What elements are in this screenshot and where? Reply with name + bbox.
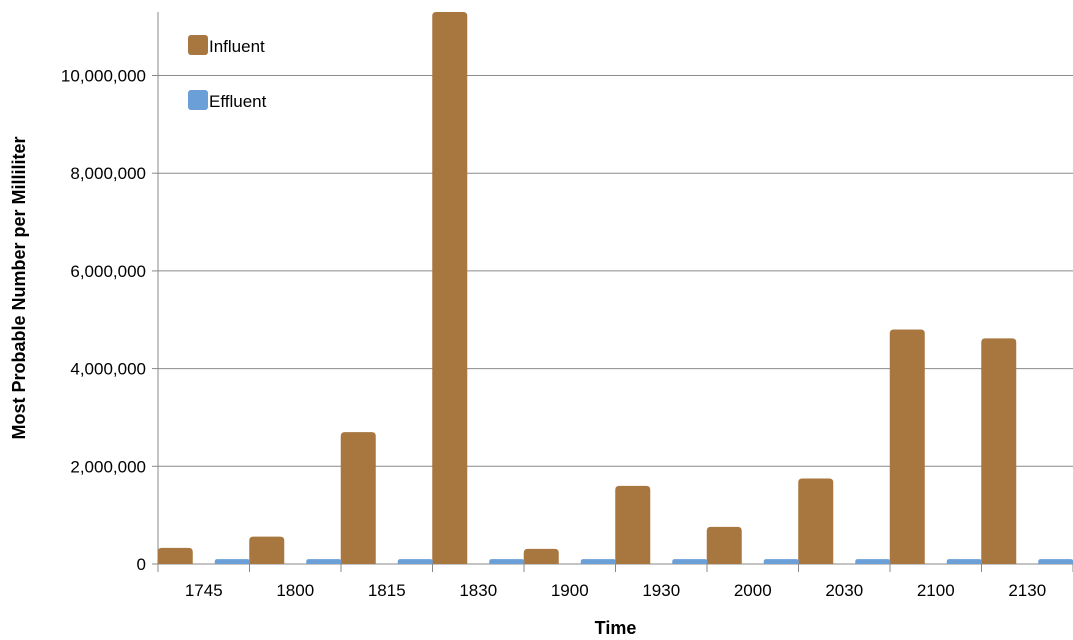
y-tick-label: 8,000,000 bbox=[70, 164, 146, 183]
y-tick-label: 0 bbox=[137, 555, 146, 574]
axes bbox=[157, 12, 1073, 565]
x-tick-label: 1830 bbox=[459, 581, 497, 600]
x-tick-label: 2000 bbox=[734, 581, 772, 600]
y-tick-label: 10,000,000 bbox=[61, 67, 146, 86]
bar-effluent-2130 bbox=[1038, 559, 1073, 564]
x-tick-label: 1815 bbox=[368, 581, 406, 600]
bar-effluent-2030 bbox=[855, 559, 891, 564]
bar-influent-2030 bbox=[798, 478, 834, 564]
bar-effluent-1930 bbox=[672, 559, 708, 564]
bars bbox=[157, 12, 1073, 564]
bar-influent-1900 bbox=[523, 548, 559, 564]
bar-influent-2130 bbox=[981, 338, 1017, 564]
x-tick-label: 1900 bbox=[551, 581, 589, 600]
x-axis-title: Time bbox=[595, 618, 637, 638]
legend-swatch-effluent bbox=[188, 90, 208, 110]
bar-effluent-1815 bbox=[397, 559, 433, 564]
y-tick-labels: 0 2,000,000 4,000,000 6,000,000 8,000,000 10,… bbox=[61, 67, 158, 574]
x-tick-labels: 1745 1800 1815 1830 1900 1930 2000 2030 2100 2130 bbox=[157, 564, 1073, 600]
x-tick-label: 1800 bbox=[276, 581, 314, 600]
gridlines bbox=[158, 75, 1073, 467]
y-tick-label: 6,000,000 bbox=[70, 262, 146, 281]
x-tick-label: 2130 bbox=[1008, 581, 1046, 600]
bar-effluent-2100 bbox=[946, 559, 982, 564]
bar-effluent-1900 bbox=[580, 559, 616, 564]
legend: Influent Effluent bbox=[188, 35, 267, 111]
legend-label-effluent: Effluent bbox=[209, 92, 267, 111]
legend-swatch-influent bbox=[188, 35, 208, 55]
bar-influent-1830 bbox=[432, 12, 468, 564]
x-tick-label: 2030 bbox=[825, 581, 863, 600]
bar-effluent-1800 bbox=[306, 559, 342, 564]
x-tick-label: 2100 bbox=[917, 581, 955, 600]
bar-effluent-1745 bbox=[214, 559, 250, 564]
y-tick-label: 2,000,000 bbox=[70, 457, 146, 476]
bar-influent-1745 bbox=[157, 547, 193, 564]
legend-label-influent: Influent bbox=[209, 37, 265, 56]
bar-effluent-1830 bbox=[489, 559, 525, 564]
x-tick-label: 1745 bbox=[185, 581, 223, 600]
bar-influent-1930 bbox=[615, 485, 651, 564]
y-axis-title: Most Probable Number per Milliliter bbox=[9, 136, 29, 439]
y-tick-label: 4,000,000 bbox=[70, 360, 146, 379]
bar-influent-1800 bbox=[249, 536, 285, 564]
bar-influent-1815 bbox=[340, 432, 376, 564]
bar-influent-2100 bbox=[889, 329, 925, 564]
x-tick-label: 1930 bbox=[642, 581, 680, 600]
bar-effluent-2000 bbox=[763, 559, 799, 564]
bar-influent-2000 bbox=[706, 526, 742, 564]
